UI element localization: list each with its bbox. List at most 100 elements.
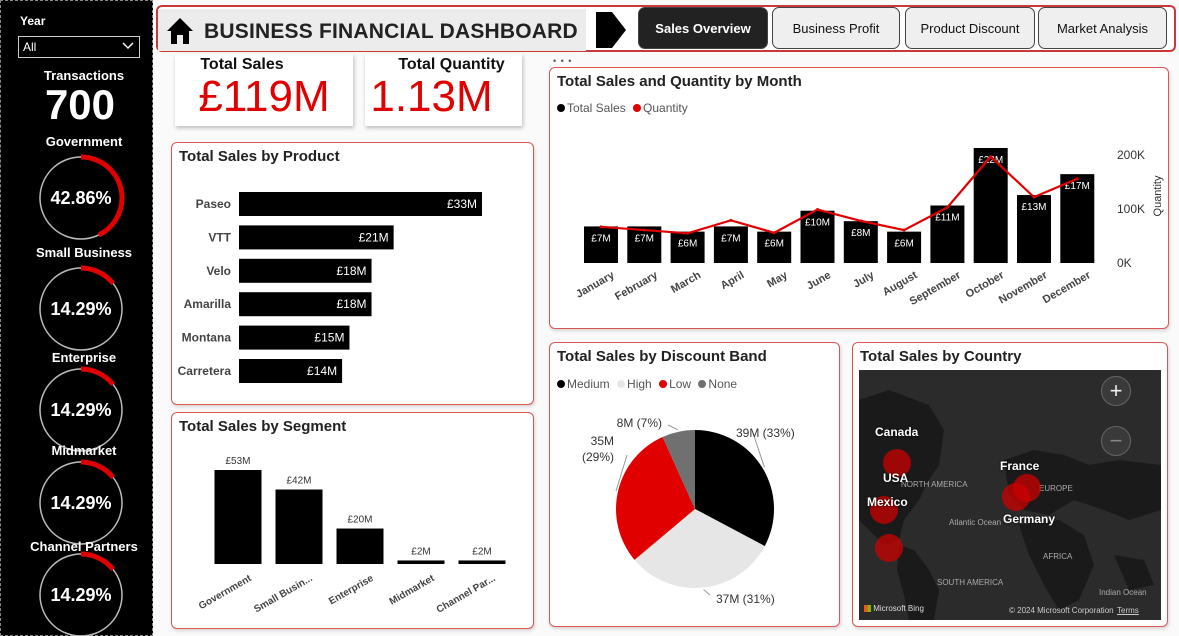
month-tick-label: May xyxy=(765,269,790,291)
quantity-point xyxy=(1032,195,1036,199)
quantity-point xyxy=(989,155,993,159)
legend-item-low[interactable]: Low xyxy=(659,377,691,391)
month-tick-label: January xyxy=(574,269,617,301)
discount-legend: Medium High Low None xyxy=(557,377,741,391)
product-data-label: £18M xyxy=(337,297,367,311)
quantity-point xyxy=(599,225,603,229)
pie-slice[interactable] xyxy=(662,430,695,509)
legend-dot xyxy=(698,380,707,388)
gauge-ring xyxy=(37,265,125,353)
quantity-point xyxy=(772,231,776,235)
legend-item-none[interactable]: None xyxy=(698,377,737,391)
month-sales-bar[interactable] xyxy=(1017,195,1051,263)
segment-bar[interactable] xyxy=(458,560,506,564)
segment-tick-label: Midmarket xyxy=(388,573,437,608)
month-sales-bar[interactable] xyxy=(843,221,878,263)
legend-item-medium[interactable]: Medium xyxy=(557,377,610,391)
month-combo-chart: £7M January £7M February £6M March £7M April £6M… xyxy=(574,148,1164,308)
legend-item-high[interactable]: High xyxy=(617,377,652,391)
bubble-usa xyxy=(870,496,898,524)
segment-bar-chart: £53M Government £42M Small Busin... £20M Ente… xyxy=(197,456,506,616)
month-tick-label: November xyxy=(997,269,1050,307)
month-sales-bar[interactable] xyxy=(713,226,748,263)
segment-bar[interactable] xyxy=(397,560,445,564)
quantity-point xyxy=(642,228,646,232)
map-region-label: AFRICA xyxy=(1043,552,1073,561)
quantity-point xyxy=(686,231,690,235)
month-data-label: £17M xyxy=(1065,181,1090,192)
month-sales-bar[interactable] xyxy=(1060,174,1095,263)
segment-bar[interactable] xyxy=(275,489,323,564)
pie-slice[interactable] xyxy=(616,436,695,560)
pie-slice[interactable] xyxy=(634,509,765,588)
month-legend: Total Sales Quantity xyxy=(557,101,692,115)
tab-market-analysis[interactable]: Market Analysis xyxy=(1038,7,1167,49)
product-bar[interactable] xyxy=(239,192,482,216)
map-copyright: © 2024 Microsoft Corporation xyxy=(1009,606,1114,615)
month-data-label: £13M xyxy=(1021,202,1046,213)
month-data-label: £10M xyxy=(805,218,830,229)
pie-slice[interactable] xyxy=(695,430,774,547)
product-bar[interactable] xyxy=(239,292,372,317)
month-tick-label: February xyxy=(613,269,661,303)
segment-title-midmarket: Midmarket xyxy=(51,443,117,458)
month-sales-bar[interactable] xyxy=(584,226,618,263)
tab-product-discount[interactable]: Product Discount xyxy=(905,7,1035,49)
panel-sales-quantity-by-month: Total Sales and Quantity by Month Total … xyxy=(549,67,1169,329)
kpi-total-quantity: Total Quantity 1.13M xyxy=(365,54,522,126)
month-sales-bar[interactable] xyxy=(887,231,922,263)
legend-item-sales[interactable]: Total Sales xyxy=(557,101,626,115)
month-sales-bar[interactable] xyxy=(800,210,835,263)
product-bar[interactable] xyxy=(239,325,350,350)
product-data-label: £15M xyxy=(314,331,344,345)
month-sales-bar[interactable] xyxy=(757,231,792,263)
chart-title: Total Sales by Country xyxy=(860,348,1022,365)
segment-bar[interactable] xyxy=(214,470,262,564)
month-sales-bar[interactable] xyxy=(627,226,662,263)
country-map[interactable]: NORTH AMERICA Atlantic Ocean EUROPE AFRI… xyxy=(859,370,1161,620)
product-tick-label: Velo xyxy=(206,264,231,278)
legend-label: Total Sales xyxy=(567,101,626,115)
chart-title: Total Sales by Segment xyxy=(179,418,347,435)
map-terms-link[interactable]: Terms xyxy=(1117,606,1139,615)
segment-pct: 14.29% xyxy=(50,400,112,420)
month-data-label: £7M xyxy=(721,233,740,244)
zoom-out-button[interactable]: − xyxy=(1101,426,1131,456)
legend-label: Quantity xyxy=(643,101,688,115)
gauge-fill xyxy=(37,366,125,454)
home-icon[interactable] xyxy=(165,16,195,46)
segment-pct: 14.29% xyxy=(50,585,112,605)
bubble-mexico xyxy=(875,534,903,562)
quantity-point xyxy=(859,219,863,223)
gauge-fill xyxy=(37,551,125,636)
quantity-point xyxy=(816,208,819,212)
segment-tick-label: Small Busin... xyxy=(252,573,314,615)
pie-data-label: 8M (7%) xyxy=(617,416,662,430)
legend-item-quantity[interactable]: Quantity xyxy=(633,101,688,115)
product-bar[interactable] xyxy=(239,359,343,383)
panel-sales-by-discount-band: Total Sales by Discount Band Medium High… xyxy=(549,342,840,627)
panel-sales-by-country: Total Sales by Country NORTH AMERICA Atl… xyxy=(852,342,1168,627)
month-data-label: £7M xyxy=(591,233,610,244)
kpi-label: Total Quantity xyxy=(398,56,505,73)
segment-bar[interactable] xyxy=(336,528,384,564)
legend-label: Medium xyxy=(567,377,610,391)
month-sales-bar[interactable] xyxy=(930,205,965,264)
title-box: BUSINESS FINANCIAL DASHBOARD xyxy=(158,9,586,51)
tab-sales-overview[interactable]: Sales Overview xyxy=(638,7,768,49)
product-data-label: £14M xyxy=(307,364,337,378)
zoom-in-button[interactable]: + xyxy=(1101,376,1131,406)
more-options-icon[interactable]: • • • xyxy=(553,56,573,66)
product-bar[interactable] xyxy=(239,258,372,283)
year-dropdown[interactable]: All xyxy=(18,36,140,58)
pie-data-label: 39M (33%) xyxy=(736,426,795,440)
product-tick-label: Carretera xyxy=(178,364,232,378)
map-region-label: EUROPE xyxy=(1039,484,1073,493)
month-sales-bar[interactable] xyxy=(670,231,705,263)
map-label-germany: Germany xyxy=(1003,512,1056,526)
quantity-point xyxy=(1075,177,1079,181)
product-bar[interactable] xyxy=(239,225,394,250)
gauge-ring xyxy=(37,551,125,636)
tab-business-profit[interactable]: Business Profit xyxy=(772,7,900,49)
segment-gauge-small-business: 14.29% xyxy=(36,264,126,354)
